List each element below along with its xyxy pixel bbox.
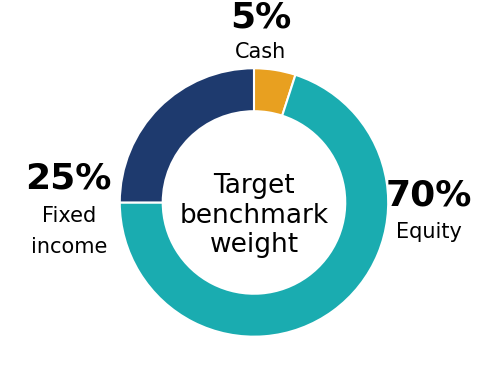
Text: 5%: 5% <box>230 0 292 34</box>
Text: Fixed: Fixed <box>42 206 96 226</box>
Text: weight: weight <box>210 232 298 258</box>
Wedge shape <box>254 68 296 116</box>
Text: 70%: 70% <box>386 179 472 213</box>
Text: income: income <box>30 237 107 257</box>
Text: Cash: Cash <box>235 42 286 62</box>
Text: benchmark: benchmark <box>180 203 328 229</box>
Text: Target: Target <box>213 173 295 199</box>
Text: 25%: 25% <box>26 161 112 195</box>
Wedge shape <box>120 75 388 337</box>
Text: Equity: Equity <box>396 222 462 242</box>
Wedge shape <box>120 68 254 203</box>
